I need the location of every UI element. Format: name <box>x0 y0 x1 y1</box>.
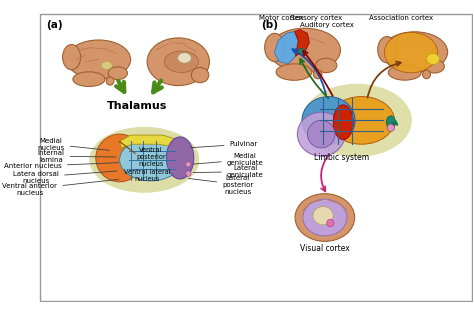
Text: Association cortex: Association cortex <box>369 15 433 21</box>
Circle shape <box>186 171 191 176</box>
Ellipse shape <box>264 33 285 61</box>
Ellipse shape <box>63 44 81 70</box>
Ellipse shape <box>276 64 312 80</box>
Ellipse shape <box>96 134 144 182</box>
Ellipse shape <box>388 65 421 80</box>
Ellipse shape <box>295 194 355 241</box>
Text: Lateral
geniculate: Lateral geniculate <box>193 165 264 178</box>
Text: Pulvinar: Pulvinar <box>190 141 258 148</box>
Ellipse shape <box>302 84 412 157</box>
Circle shape <box>387 124 394 131</box>
Circle shape <box>186 162 191 167</box>
Text: Thalamus: Thalamus <box>107 101 167 111</box>
Ellipse shape <box>66 40 131 79</box>
Ellipse shape <box>384 32 438 73</box>
Text: Anterior nucleus: Anterior nucleus <box>4 163 118 169</box>
Ellipse shape <box>313 70 322 79</box>
Polygon shape <box>274 32 298 64</box>
Text: (a): (a) <box>46 20 63 30</box>
Text: Ventral anterior
nucleus: Ventral anterior nucleus <box>2 179 118 196</box>
Ellipse shape <box>191 67 209 83</box>
Ellipse shape <box>119 139 182 181</box>
Ellipse shape <box>302 97 355 144</box>
Ellipse shape <box>297 112 345 156</box>
Ellipse shape <box>178 53 191 63</box>
Ellipse shape <box>315 58 337 72</box>
Ellipse shape <box>328 97 394 144</box>
Text: (b): (b) <box>261 20 278 30</box>
Text: Ventral
posterior
nucleus: Ventral posterior nucleus <box>136 147 165 167</box>
Ellipse shape <box>90 127 200 193</box>
Ellipse shape <box>164 51 199 72</box>
Text: Auditory cortex: Auditory cortex <box>300 22 354 28</box>
Circle shape <box>327 219 334 227</box>
Text: Motor cortex: Motor cortex <box>259 15 303 21</box>
Ellipse shape <box>333 105 353 140</box>
Ellipse shape <box>73 72 105 87</box>
Text: Ventral lateral
nucleus: Ventral lateral nucleus <box>124 169 171 182</box>
Ellipse shape <box>303 199 347 236</box>
Polygon shape <box>119 135 184 148</box>
Ellipse shape <box>378 37 396 63</box>
Ellipse shape <box>313 207 333 225</box>
Text: Latera dorsal
nucleus: Latera dorsal nucleus <box>13 171 117 184</box>
Ellipse shape <box>108 67 128 80</box>
Text: Internal
lamina: Internal lamina <box>37 150 116 163</box>
Ellipse shape <box>425 60 444 73</box>
Ellipse shape <box>166 137 194 179</box>
Ellipse shape <box>386 116 395 129</box>
Text: Visual cortex: Visual cortex <box>300 244 350 253</box>
Polygon shape <box>295 30 310 56</box>
Ellipse shape <box>269 28 340 72</box>
Ellipse shape <box>298 49 306 55</box>
Ellipse shape <box>382 32 447 72</box>
Text: Medial
nucleus: Medial nucleus <box>37 138 109 151</box>
Ellipse shape <box>106 77 114 85</box>
Ellipse shape <box>427 54 439 65</box>
Text: Limbic system: Limbic system <box>314 153 369 162</box>
Ellipse shape <box>308 120 335 148</box>
Ellipse shape <box>147 38 210 86</box>
Ellipse shape <box>423 70 430 79</box>
Ellipse shape <box>101 61 112 70</box>
Text: Medial
geniculate: Medial geniculate <box>193 153 264 166</box>
Text: Lateral
posterior
nucleus: Lateral posterior nucleus <box>188 175 254 195</box>
Text: Sensory cortex: Sensory cortex <box>291 15 343 21</box>
